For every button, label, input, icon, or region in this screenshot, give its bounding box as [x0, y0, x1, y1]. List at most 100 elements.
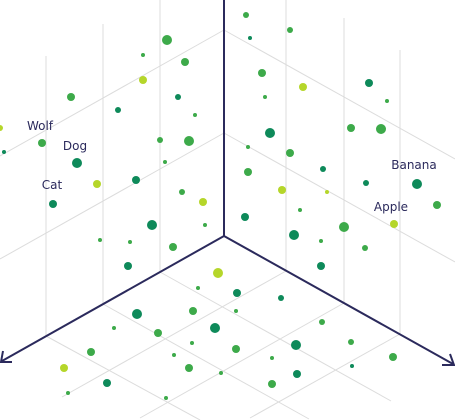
dot [175, 94, 181, 100]
dots [0, 12, 441, 400]
dot [268, 380, 276, 388]
dot [234, 309, 238, 313]
dot [139, 76, 147, 84]
point-label: Dog [63, 139, 87, 153]
dot [203, 223, 207, 227]
dot [60, 364, 68, 372]
dot [163, 160, 167, 164]
dot [185, 364, 193, 372]
dot [365, 79, 373, 87]
point-label: Cat [42, 178, 63, 192]
dot [66, 391, 70, 395]
dot [112, 326, 116, 330]
dot [141, 53, 145, 57]
dot [258, 69, 266, 77]
dot [350, 364, 354, 368]
dot [241, 213, 249, 221]
dot [67, 93, 75, 101]
dot [93, 180, 101, 188]
arrowhead [0, 350, 12, 363]
dot [147, 220, 157, 230]
dot [162, 35, 172, 45]
dot [385, 99, 389, 103]
dot [49, 200, 57, 208]
dot [363, 180, 369, 186]
dot [339, 222, 349, 232]
dot [72, 158, 82, 168]
dot [390, 220, 398, 228]
dot [219, 371, 223, 375]
grid-line [223, 29, 455, 160]
dot [298, 208, 302, 212]
dot [263, 95, 267, 99]
dot [124, 262, 132, 270]
dot [199, 198, 207, 206]
dot [278, 186, 286, 194]
dot [128, 240, 132, 244]
grid-line [139, 302, 345, 419]
dot [287, 27, 293, 33]
dot [291, 340, 301, 350]
grid-line [223, 132, 455, 263]
dot [376, 124, 386, 134]
dot [389, 353, 397, 361]
arrowhead [442, 353, 455, 366]
dot [233, 289, 241, 297]
grid-line [159, 271, 392, 402]
dot [190, 341, 194, 345]
dot [412, 179, 422, 189]
grid-line [45, 335, 201, 420]
dot [347, 124, 355, 132]
dot [289, 230, 299, 240]
dot [433, 201, 441, 209]
dot [172, 353, 176, 357]
dot [319, 319, 325, 325]
dot [265, 128, 275, 138]
dot [248, 36, 252, 40]
dot [325, 190, 329, 194]
labels: Wolf Dog Cat Banana Apple [27, 119, 437, 214]
grid-line [249, 333, 401, 419]
dot [270, 356, 274, 360]
dot [348, 339, 354, 345]
dot [244, 168, 252, 176]
dot [115, 107, 121, 113]
dot [87, 348, 95, 356]
dot [164, 396, 168, 400]
grid-line [0, 132, 225, 260]
dot [210, 323, 220, 333]
grid-line [102, 303, 310, 420]
grid-line [0, 29, 225, 157]
dot [243, 12, 249, 18]
dot [179, 189, 185, 195]
dot [246, 145, 250, 149]
dot [181, 58, 189, 66]
dot [154, 329, 162, 337]
dot [319, 239, 323, 243]
dot [98, 238, 102, 242]
dot [362, 245, 368, 251]
point-label: Apple [374, 200, 408, 214]
dot [299, 83, 307, 91]
dot [193, 113, 197, 117]
axis-left [1, 235, 225, 362]
dot [38, 139, 46, 147]
dot [132, 176, 140, 184]
dot [189, 307, 197, 315]
dot [0, 125, 3, 131]
dot [103, 379, 111, 387]
point-label: Wolf [27, 119, 54, 133]
dot [286, 149, 294, 157]
grid-line [61, 270, 287, 398]
dot [213, 268, 223, 278]
dot [169, 243, 177, 251]
dot [132, 309, 142, 319]
dot [293, 370, 301, 378]
dot [196, 286, 200, 290]
dot [2, 150, 6, 154]
dot [320, 166, 326, 172]
dot [317, 262, 325, 270]
axes [0, 0, 455, 366]
